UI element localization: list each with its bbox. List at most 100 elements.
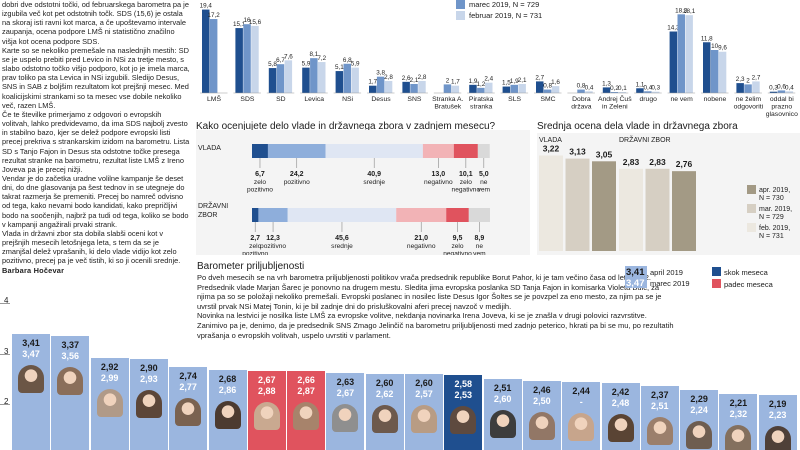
party-label: SMC <box>540 96 555 103</box>
section-title: Srednja ocena dela vlade in državnega zb… <box>537 121 738 132</box>
party-bar-value: 1,2 <box>476 81 485 88</box>
legend-label: feb. 2019, <box>759 225 790 232</box>
legend-value-march: 3,47 <box>626 278 645 289</box>
party-bar-value: 10 <box>711 43 719 50</box>
rating-april: 2,37 <box>651 389 669 400</box>
party-bar-value: 5,8 <box>268 61 277 68</box>
politician-column: 2,51 2,60 <box>483 290 522 450</box>
rating-category: srednje <box>331 243 353 250</box>
politician-column: 2,29 2,24 <box>680 290 719 450</box>
rating-april: 2,58 <box>454 379 473 389</box>
politician-column: 2,44- <box>562 290 601 450</box>
party-bar-value: 2,8 <box>384 74 393 81</box>
rating-category: negativno <box>407 243 436 250</box>
mean-value: 3,22 <box>543 144 560 154</box>
mean-value: 2,83 <box>623 157 640 167</box>
axis-tick <box>0 404 10 405</box>
party-bar <box>351 67 359 93</box>
politician-column: 2,60 2,57 <box>405 290 443 450</box>
politician-photo <box>332 403 359 432</box>
party-bar-value: 3,8 <box>376 70 385 77</box>
politician-column: 2,46 2,50 <box>522 290 561 450</box>
party-bar <box>718 51 727 93</box>
party-bar-value: 1,3 <box>602 80 611 87</box>
rating-category: zelo <box>249 243 261 250</box>
axis-label-3: 3 <box>4 347 9 356</box>
party-bar <box>703 42 711 93</box>
party-label: NSi <box>342 96 353 103</box>
rating-segment <box>252 144 268 158</box>
rating-march: - <box>579 397 583 407</box>
mean-value: 2,76 <box>676 159 693 169</box>
row-label: VLADA <box>198 145 221 152</box>
party-bar <box>469 84 477 93</box>
party-label: SD <box>276 96 286 103</box>
rating-march: 2,93 <box>140 374 158 384</box>
politician-photo <box>293 402 320 430</box>
legend-swatch <box>747 204 756 213</box>
article-paragraph: Vlada in državni zbor sta dobila slabši … <box>2 228 181 266</box>
politician-column: 2,19 2,23 <box>758 290 797 450</box>
politician-column: 2,67 2,88 <box>247 290 286 450</box>
party-bar-value: 6,8 <box>343 57 352 64</box>
politician-photo <box>175 398 202 426</box>
party-bar-value: 15,1 <box>233 21 246 28</box>
party-label: Stranka A. <box>432 96 463 103</box>
rating-segment <box>252 208 259 222</box>
politician-photo <box>57 366 84 395</box>
rating-category: vem <box>478 187 491 194</box>
party-label: SLS <box>508 96 521 103</box>
legend-swatch <box>747 185 756 194</box>
rating-april: 2,90 <box>140 363 158 373</box>
party-bar-value: 2,3 <box>736 76 745 83</box>
government-rating-section: Kako ocenjujete delo vlade in državnega … <box>196 121 526 132</box>
rating-april: 2,66 <box>297 375 315 385</box>
party-label: država <box>571 104 592 111</box>
row-label: DRŽAVNI <box>198 201 228 210</box>
party-bar <box>785 91 794 93</box>
rating-april: 2,19 <box>768 398 787 409</box>
legend-label: apr. 2019, <box>759 187 790 194</box>
politician-column: 2,90 2,93 <box>129 290 168 450</box>
article-text: dobri dve odstotni točki, od februarskeg… <box>2 0 190 275</box>
rating-april: 2,46 <box>533 385 551 395</box>
rating-value: 9,5 <box>453 235 463 242</box>
party-label: oddal bi <box>770 96 794 103</box>
rating-category: zelo <box>451 243 463 250</box>
politician-column: 2,63 2,67 <box>326 290 365 450</box>
rating-march: 2,86 <box>218 385 237 395</box>
party-bar-value: 7,6 <box>284 53 293 60</box>
party-bar-value: 15,6 <box>249 19 262 26</box>
rating-segment <box>325 144 423 158</box>
party-bar-value: 19,4 <box>200 3 213 10</box>
party-bar <box>485 82 493 93</box>
party-label: Desus <box>371 96 391 103</box>
rating-march: 2,53 <box>454 390 473 400</box>
politician-photo <box>214 401 241 429</box>
rating-segment <box>267 144 326 158</box>
politician-photo <box>96 389 123 417</box>
party-bar <box>551 86 560 93</box>
party-bar-value: 8,1 <box>309 51 318 58</box>
party-bar-value: 1,7 <box>368 79 377 86</box>
party-bar-value: 0,6 <box>777 83 786 90</box>
group-label: VLADA <box>539 137 562 144</box>
rating-april: 2,92 <box>100 362 119 372</box>
rating-march: 2,60 <box>493 393 512 404</box>
rating-value: 21,0 <box>414 235 428 242</box>
party-bar <box>777 90 786 93</box>
mean-value: 3,05 <box>596 149 613 159</box>
mean-bar <box>672 171 696 251</box>
politician-photo <box>489 409 516 438</box>
politician-column: 3,37 3,56 <box>51 290 90 450</box>
article-paragraph: dobri dve odstotni točki, od februarskeg… <box>2 0 189 46</box>
party-bar <box>543 89 552 93</box>
rating-april: 2,67 <box>258 374 276 385</box>
legend-value-box <box>625 266 647 288</box>
legend-date-april: april 2019 <box>650 268 683 277</box>
rating-march: 2,88 <box>258 385 276 396</box>
politician-photo <box>371 405 398 433</box>
rating-value: 2,7 <box>250 235 260 242</box>
party-bar <box>451 85 460 93</box>
